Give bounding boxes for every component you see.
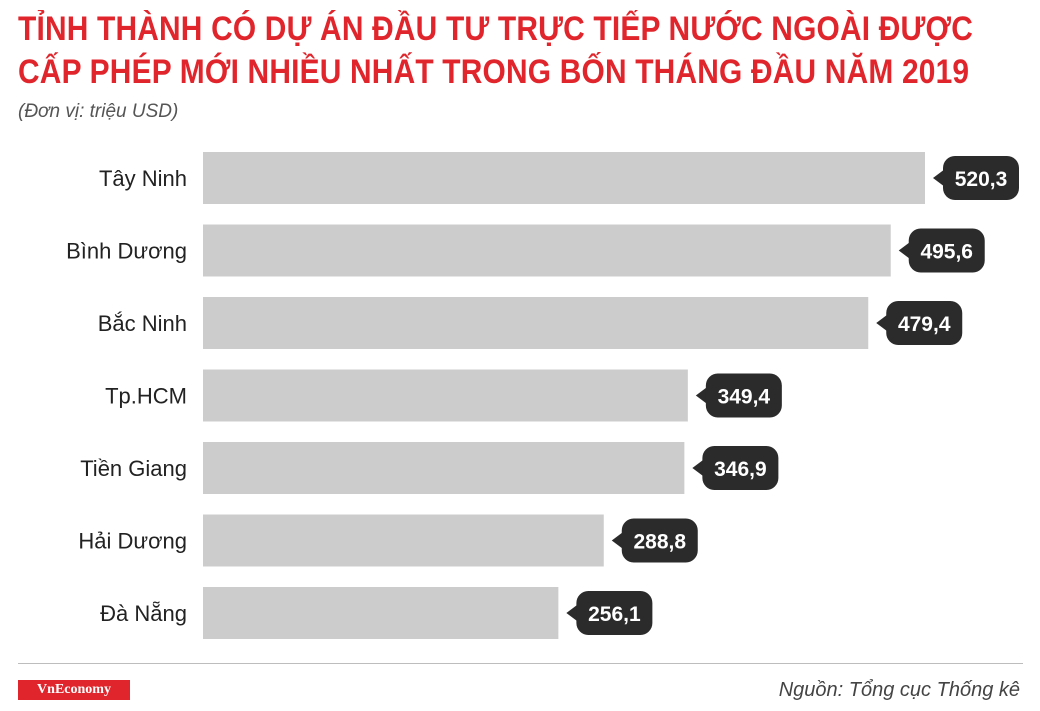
- value-label: 520,3: [955, 168, 1008, 191]
- callout-box: [702, 446, 779, 490]
- value-label: 349,4: [718, 386, 771, 409]
- bar: [203, 442, 685, 494]
- callout-pointer: [933, 169, 945, 187]
- category-label: Bắc Ninh: [98, 311, 187, 336]
- callout-pointer: [876, 314, 889, 332]
- chart-title: TỈNH THÀNH CÓ DỰ ÁN ĐẦU TƯ TRỰC TIẾP NƯỚ…: [18, 8, 974, 94]
- category-label: Hải Dương: [78, 529, 187, 554]
- title-line-2: CẤP PHÉP MỚI NHIỀU NHẤT TRONG BỐN THÁNG …: [18, 53, 970, 91]
- bar: [203, 152, 925, 204]
- callout-pointer: [611, 531, 624, 550]
- value-label: 495,6: [920, 241, 973, 264]
- value-label: 479,4: [898, 313, 951, 336]
- callout-pointer: [695, 386, 708, 405]
- bar: [203, 369, 688, 422]
- value-callout: 479,4: [876, 301, 963, 345]
- category-label: Đà Nẵng: [100, 601, 187, 626]
- footer-divider: [18, 663, 1023, 664]
- source-note: Nguồn: Tổng cục Thống kê: [778, 679, 1020, 701]
- callout-box: [943, 156, 1019, 200]
- vneconomy-logo: VnEconomy: [18, 680, 130, 700]
- bar: [203, 514, 604, 567]
- value-callout: 349,4: [695, 373, 782, 418]
- category-label: Tây Ninh: [99, 166, 187, 191]
- bar-chart: Tây Ninh 520,3 Bình Dương 495,6 Bắc Ninh 479,…: [66, 152, 1019, 639]
- callout-pointer: [898, 241, 911, 260]
- bar: [203, 297, 869, 349]
- value-label: 346,9: [714, 458, 767, 481]
- callout-box: [886, 301, 963, 345]
- unit-label: (Đơn vị: triệu USD): [18, 101, 179, 122]
- callout-pointer: [692, 459, 705, 477]
- value-callout: 346,9: [692, 446, 779, 490]
- callout-box: [908, 228, 985, 273]
- value-callout: 520,3: [933, 156, 1019, 200]
- category-label: Bình Dương: [66, 239, 187, 264]
- category-label: Tp.HCM: [105, 384, 187, 409]
- category-label: Tiền Giang: [80, 456, 187, 481]
- title-line-1: TỈNH THÀNH CÓ DỰ ÁN ĐẦU TƯ TRỰC TIẾP NƯỚ…: [18, 10, 974, 48]
- value-callout: 256,1: [566, 591, 653, 635]
- callout-box: [576, 591, 653, 635]
- callout-pointer: [566, 604, 579, 622]
- callout-box: [621, 518, 698, 563]
- bar: [203, 224, 891, 277]
- bar: [203, 587, 559, 639]
- callout-box: [705, 373, 782, 418]
- value-callout: 495,6: [898, 228, 985, 273]
- value-label: 256,1: [588, 603, 641, 626]
- value-callout: 288,8: [611, 518, 698, 563]
- value-label: 288,8: [633, 531, 686, 554]
